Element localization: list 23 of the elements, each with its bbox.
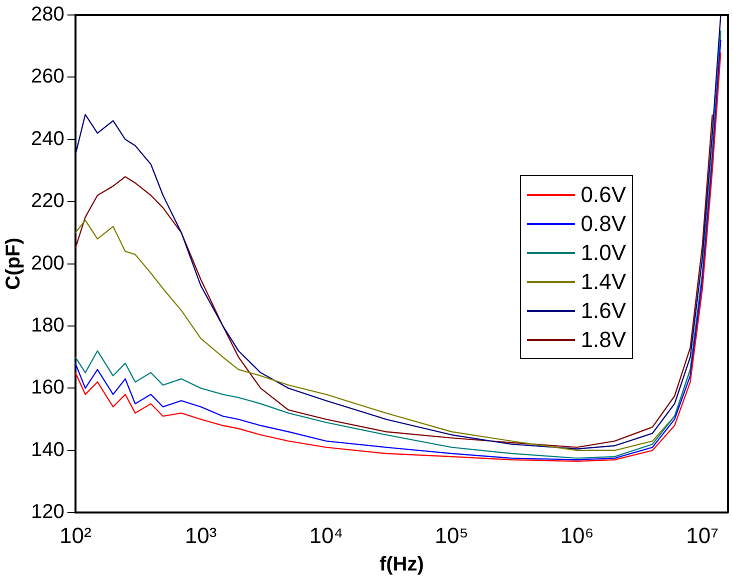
- y-tick-label: 160: [30, 376, 64, 399]
- legend-label: 0.8V: [580, 210, 626, 238]
- x-tick-label: 10⁴: [309, 522, 344, 548]
- x-tick-label: 10⁵: [434, 522, 468, 548]
- legend-label: 0.6V: [580, 181, 626, 209]
- y-axis-title: C(pF): [2, 238, 25, 290]
- y-tick-label: 220: [30, 190, 64, 212]
- x-tick-label: 10²: [59, 522, 92, 548]
- y-tick-label: 120: [30, 501, 64, 524]
- y-tick-label: 280: [30, 4, 64, 26]
- legend-label: 1.8V: [580, 326, 626, 354]
- y-tick-label: 240: [30, 128, 64, 150]
- x-tick-label: 10³: [184, 522, 217, 548]
- y-tick-label: 260: [30, 66, 64, 88]
- legend-label: 1.0V: [580, 239, 626, 267]
- legend-label: 1.4V: [580, 268, 626, 296]
- y-tick-label: 140: [30, 438, 64, 461]
- x-tick-label: 10⁷: [686, 522, 719, 548]
- x-axis-title: f(Hz): [379, 554, 424, 576]
- y-tick-label: 200: [30, 252, 64, 274]
- y-tick-label: 180: [30, 314, 64, 337]
- x-tick-label: 10⁶: [560, 522, 594, 548]
- legend-label: 1.6V: [580, 297, 626, 325]
